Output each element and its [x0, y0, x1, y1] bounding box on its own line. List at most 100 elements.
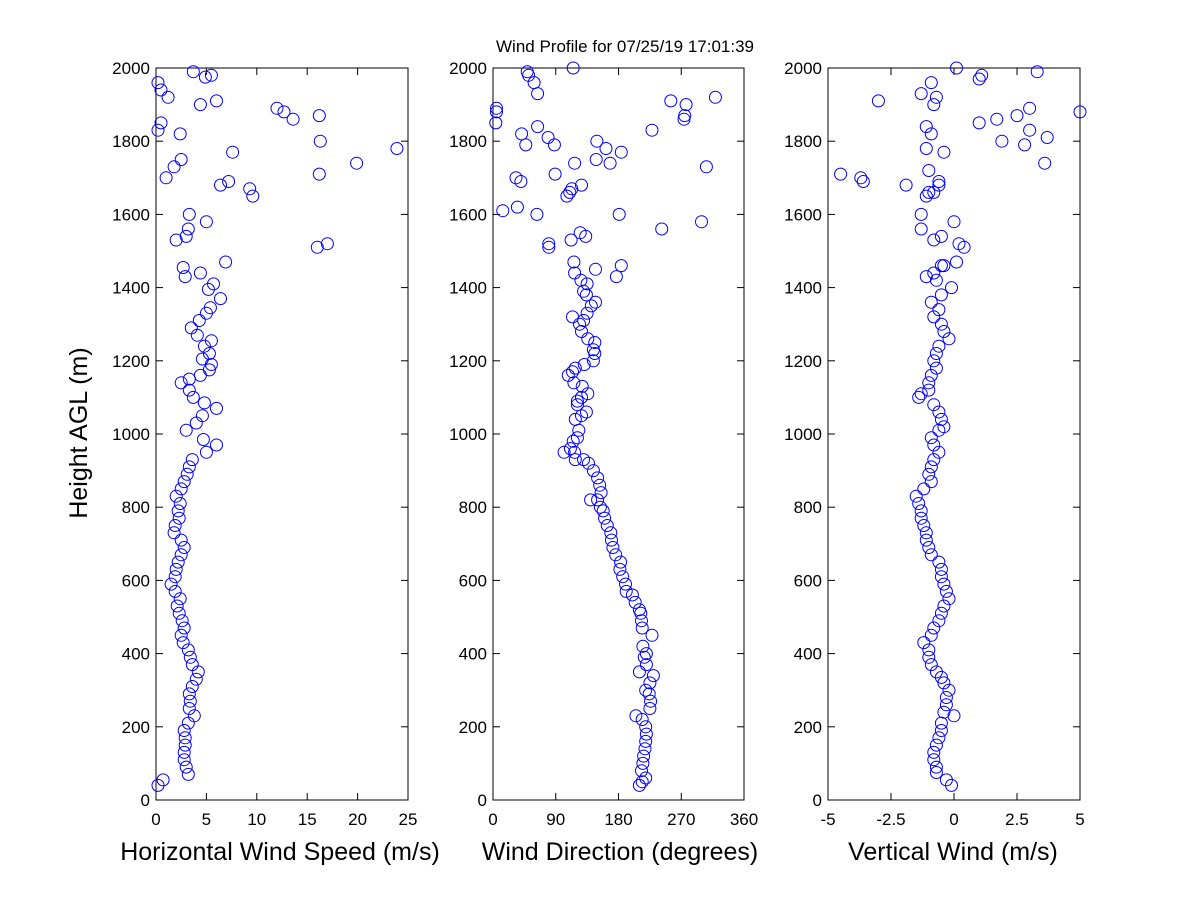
data-point: [566, 61, 580, 75]
data-point: [181, 222, 195, 236]
data-point: [196, 433, 210, 446]
data-point: [203, 301, 217, 315]
data-point: [589, 295, 602, 309]
data-point: [246, 189, 260, 203]
data-point: [603, 156, 617, 170]
data-point: [520, 65, 534, 79]
data-point: [934, 229, 948, 243]
data-point: [178, 731, 192, 745]
data-point: [609, 270, 623, 284]
data-point: [580, 306, 594, 320]
data-point: [243, 182, 257, 196]
y-tick-label: 600: [794, 571, 822, 590]
data-point: [154, 116, 168, 130]
data-point: [934, 716, 948, 730]
y-tick-label: 1200: [449, 352, 487, 371]
data-point: [193, 368, 207, 382]
y-tick-label: 1800: [784, 132, 822, 151]
data-point: [924, 295, 938, 309]
data-point: [169, 233, 183, 247]
data-point: [180, 467, 194, 481]
data-point: [952, 237, 966, 251]
data-point: [937, 577, 951, 591]
data-point: [945, 281, 958, 295]
data-point: [182, 460, 196, 474]
data-point: [604, 526, 618, 540]
x-tick-label: -2.5: [876, 810, 905, 829]
data-point: [579, 405, 593, 419]
data-point: [547, 138, 561, 152]
data-point: [929, 361, 943, 375]
data-point: [568, 156, 582, 170]
data-point: [613, 562, 627, 576]
y-tick-label: 1000: [784, 425, 822, 444]
data-point: [679, 98, 693, 112]
data-point: [182, 383, 196, 397]
scatter-points: [834, 61, 1087, 792]
data-point: [174, 376, 188, 390]
data-point: [950, 255, 963, 269]
data-point: [531, 87, 545, 101]
data-point: [636, 639, 650, 653]
y-tick-label: 1600: [784, 205, 822, 224]
data-point: [591, 471, 605, 485]
data-point: [972, 72, 986, 86]
data-point: [939, 698, 953, 712]
data-point: [612, 207, 626, 221]
data-point: [919, 526, 933, 540]
data-point: [924, 658, 938, 672]
data-point: [573, 317, 586, 331]
data-point: [917, 636, 931, 650]
data-point: [172, 606, 186, 620]
data-point: [639, 727, 653, 741]
data-point: [183, 650, 197, 664]
data-point: [635, 614, 648, 628]
data-point: [924, 548, 938, 562]
data-point: [929, 90, 943, 104]
y-tick-label: 1200: [112, 352, 150, 371]
data-point: [937, 705, 951, 719]
data-point: [570, 394, 584, 408]
data-point: [566, 434, 580, 448]
y-tick-label: 2000: [112, 59, 150, 78]
y-tick-label: 0: [813, 791, 822, 810]
y-tick-label: 0: [141, 791, 150, 810]
data-point: [922, 164, 936, 177]
data-point: [167, 160, 181, 174]
data-point: [489, 116, 503, 130]
data-point: [638, 742, 652, 756]
x-tick-label: 10: [247, 810, 266, 829]
x-axis-label: Horizontal Wind Speed (m/s): [120, 838, 440, 866]
data-point: [270, 101, 284, 115]
data-point: [606, 541, 620, 554]
data-point: [619, 584, 633, 598]
data-point: [912, 497, 926, 510]
y-tick-label: 1000: [112, 425, 150, 444]
data-point: [922, 541, 936, 554]
data-point: [195, 409, 209, 423]
y-tick-label: 2000: [784, 59, 822, 78]
data-point: [568, 266, 582, 280]
data-point: [922, 185, 936, 199]
data-point: [490, 101, 503, 115]
y-tick-label: 1800: [449, 132, 487, 151]
data-point: [193, 266, 207, 280]
data-point: [639, 647, 653, 661]
data-point: [214, 178, 227, 192]
data-point: [614, 555, 628, 569]
data-point: [927, 266, 941, 280]
data-point: [932, 445, 946, 459]
data-point: [934, 606, 948, 620]
data-point: [932, 339, 946, 353]
data-point: [614, 259, 628, 273]
data-point: [178, 738, 192, 752]
data-point: [972, 116, 986, 130]
y-tick-label: 200: [122, 718, 150, 737]
data-point: [350, 156, 364, 170]
data-point: [174, 628, 188, 642]
data-point: [678, 109, 692, 123]
subplot-2: 0 200 400 600 800 1000 1200 1400 1600 1800 2000 0 90…: [449, 59, 758, 866]
data-point: [170, 599, 184, 613]
data-point: [939, 773, 953, 787]
data-point: [179, 423, 193, 437]
